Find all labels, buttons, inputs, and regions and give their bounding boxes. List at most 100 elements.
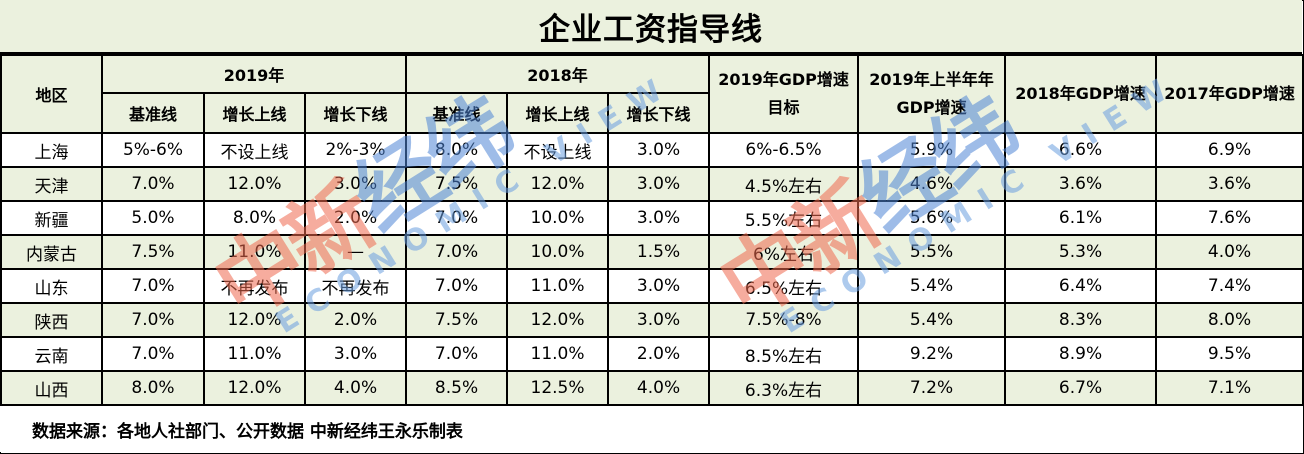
header-row-2: 基准线 增长上线 增长下线 基准线 增长上线 增长下线: [1, 92, 1303, 134]
cell-gdp-2018: 6.7%: [1004, 370, 1158, 406]
cell-2019-upper: 11.0%: [203, 234, 306, 270]
header-gdp-h1-2019: 2019年上半年年GDP增速: [857, 54, 1007, 134]
cell-2018-base: 7.0%: [405, 200, 509, 236]
header-row-1: 地区 2019年 2018年 2019年GDP增速目标 2019年上半年年GDP…: [0, 54, 1304, 134]
cell-gdp-2017: 8.0%: [1155, 302, 1304, 338]
cell-2018-lower: 3.0%: [607, 166, 711, 202]
cell-2018-base: 7.5%: [405, 166, 509, 202]
cell-gdp-2018: 6.1%: [1004, 200, 1158, 236]
cell-2019-upper: 12.0%: [203, 370, 306, 406]
cell-gdp-h1-2019: 5.6%: [857, 200, 1007, 236]
cell-2018-upper: 11.0%: [506, 268, 610, 304]
cell-2018-upper: 12.0%: [506, 302, 610, 338]
header-gdp-target-2019: 2019年GDP增速目标: [708, 54, 860, 134]
cell-2019-lower: 2%-3%: [303, 132, 408, 168]
cell-region: 山西: [0, 370, 103, 406]
cell-gdp-target-2019: 8.5%左右: [708, 336, 860, 372]
cell-2018-base: 7.0%: [405, 336, 509, 372]
cell-2019-lower: 2.0%: [303, 302, 408, 338]
table-row: 云南 7.0% 11.0% 3.0% 7.0% 11.0% 2.0% 8.5%左右 9.2% 8.…: [0, 336, 1304, 372]
cell-2019-base: 8.0%: [101, 370, 205, 406]
cell-2018-upper: 12.0%: [506, 166, 610, 202]
cell-gdp-2017: 7.1%: [1155, 370, 1304, 406]
cell-2018-base: 7.5%: [405, 302, 509, 338]
cell-2019-base: 5%-6%: [101, 132, 205, 168]
cell-2018-lower: 3.0%: [607, 200, 711, 236]
cell-2018-lower: 2.0%: [607, 336, 711, 372]
cell-2019-lower: 2.0%: [303, 200, 408, 236]
cell-gdp-target-2019: 7.5%-8%: [708, 302, 860, 338]
cell-gdp-2017: 3.6%: [1155, 166, 1304, 202]
table-row: 山西 8.0% 12.0% 4.0% 8.5% 12.5% 4.0% 6.3%左右 7.2% 6.…: [0, 370, 1304, 406]
cell-region: 天津: [0, 166, 103, 202]
cell-gdp-target-2019: 6%-6.5%: [708, 132, 860, 168]
cell-2018-base: 7.0%: [405, 234, 509, 270]
cell-gdp-target-2019: 6.3%左右: [708, 370, 860, 406]
cell-gdp-2017: 7.6%: [1155, 200, 1304, 236]
table-row: 山东 7.0% 不再发布 不再发布 7.0% 11.0% 3.0% 6.5%左右 5.4% 6.4…: [0, 268, 1304, 304]
source-note: 数据来源：各地人社部门、公开数据 中新经纬王永乐制表: [0, 404, 1302, 452]
cell-2018-upper: 12.5%: [506, 370, 610, 406]
cell-2019-upper: 12.0%: [203, 166, 306, 202]
cell-gdp-target-2019: 5.5%左右: [708, 200, 860, 236]
cell-region: 云南: [0, 336, 103, 372]
header-group-2018: 2018年: [405, 54, 711, 94]
header-gdp-2018: 2018年GDP增速: [1004, 54, 1158, 134]
cell-gdp-h1-2019: 7.2%: [857, 370, 1007, 406]
cell-region: 内蒙古: [0, 234, 103, 270]
cell-2019-upper: 不设上线: [203, 132, 306, 168]
cell-2018-base: 8.0%: [405, 132, 509, 168]
cell-region: 上海: [0, 132, 103, 168]
header-2018-base: 基准线: [405, 92, 509, 134]
cell-2018-upper: 10.0%: [506, 234, 610, 270]
cell-gdp-h1-2019: 5.4%: [857, 268, 1007, 304]
cell-2018-lower: 3.0%: [607, 268, 711, 304]
cell-2019-base: 5.0%: [101, 200, 205, 236]
cell-2019-base: 7.0%: [101, 336, 205, 372]
cell-gdp-h1-2019: 5.9%: [857, 132, 1007, 168]
cell-region: 新疆: [0, 200, 103, 236]
cell-2018-base: 8.5%: [405, 370, 509, 406]
header-2018-upper: 增长上线: [506, 92, 610, 134]
cell-gdp-2018: 6.6%: [1004, 132, 1158, 168]
cell-2019-upper: 12.0%: [203, 302, 306, 338]
cell-2019-lower: 3.0%: [303, 336, 408, 372]
cell-gdp-target-2019: 4.5%左右: [708, 166, 860, 202]
header-group-2019: 2019年: [100, 54, 408, 94]
cell-2018-lower: 3.0%: [607, 132, 711, 168]
table-row: 陕西 7.0% 12.0% 2.0% 7.5% 12.0% 3.0% 7.5%-8% 5.4% 8…: [0, 302, 1304, 338]
cell-gdp-h1-2019: 4.6%: [857, 166, 1007, 202]
cell-gdp-h1-2019: 5.5%: [857, 234, 1007, 270]
cell-2019-base: 7.5%: [101, 234, 205, 270]
cell-2018-base: 7.0%: [405, 268, 509, 304]
cell-2019-base: 7.0%: [101, 268, 205, 304]
cell-gdp-2018: 6.4%: [1004, 268, 1158, 304]
cell-2018-upper: 不设上线: [506, 132, 610, 168]
header-2019-base: 基准线: [101, 92, 205, 134]
cell-2019-lower: 4.0%: [303, 370, 408, 406]
header-gdp-2017: 2017年GDP增速: [1155, 54, 1304, 134]
table-row: 新疆 5.0% 8.0% 2.0% 7.0% 10.0% 3.0% 5.5%左右 5.6% 6.1…: [0, 200, 1304, 236]
header-2019-lower: 增长下线: [303, 92, 408, 134]
cell-gdp-2017: 6.9%: [1155, 132, 1304, 168]
cell-gdp-target-2019: 6.5%左右: [708, 268, 860, 304]
cell-gdp-h1-2019: 9.2%: [857, 336, 1007, 372]
cell-2018-upper: 10.0%: [506, 200, 610, 236]
cell-2018-lower: 1.5%: [607, 234, 711, 270]
header-2018-lower: 增长下线: [607, 92, 711, 134]
cell-2019-upper: 11.0%: [203, 336, 306, 372]
table-body: 上海 5%-6% 不设上线 2%-3% 8.0% 不设上线 3.0% 6%-6.5% 5.9% 6…: [0, 132, 1304, 406]
cell-2018-upper: 11.0%: [506, 336, 610, 372]
table-row: 上海 5%-6% 不设上线 2%-3% 8.0% 不设上线 3.0% 6%-6.5% 5.9% 6…: [0, 132, 1304, 168]
cell-2019-lower: 不再发布: [303, 268, 408, 304]
cell-2019-lower: 3.0%: [303, 166, 408, 202]
cell-region: 陕西: [0, 302, 103, 338]
header-2019-upper: 增长上线: [203, 92, 306, 134]
cell-gdp-target-2019: 6%左右: [708, 234, 860, 270]
wage-guideline-table: 地区 2019年 2018年 2019年GDP增速目标 2019年上半年年GDP…: [0, 54, 1304, 406]
cell-gdp-2018: 8.3%: [1004, 302, 1158, 338]
cell-gdp-h1-2019: 5.4%: [857, 302, 1007, 338]
cell-gdp-2018: 5.3%: [1004, 234, 1158, 270]
cell-gdp-2017: 4.0%: [1155, 234, 1304, 270]
table-row: 天津 7.0% 12.0% 3.0% 7.5% 12.0% 3.0% 4.5%左右 4.6% 3.…: [0, 166, 1304, 202]
